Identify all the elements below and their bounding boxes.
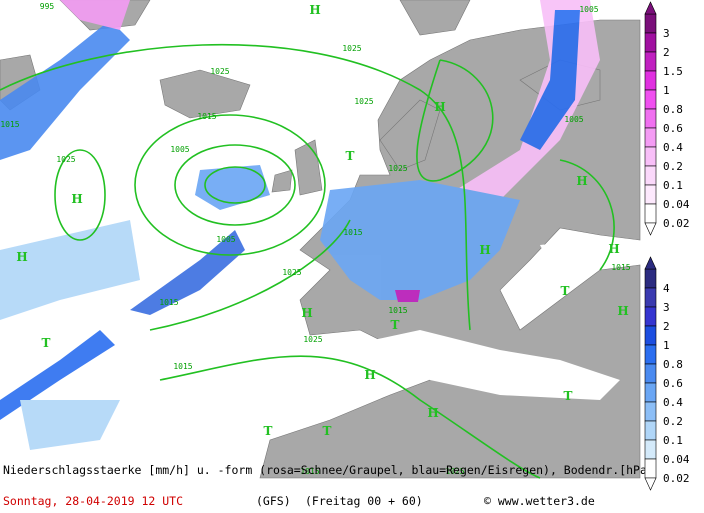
pressure-center: T [264,424,273,438]
legend-label: 0.04 [663,453,690,466]
isobar-label: 1005 [579,5,598,14]
legend-swatch [644,127,657,148]
legend-swatch [644,70,657,91]
caption-date: Sonntag, 28-04-2019 12 UTC [3,494,183,508]
isobar-label: 1015 [159,298,178,307]
pressure-center: H [434,100,445,114]
caption-source: © www.wetter3.de [484,494,595,508]
isobar-label: 1015 [197,112,216,121]
pressure-center: H [608,242,619,256]
caption-line: Niederschlagsstaerke [mm/h] u. -form (ro… [3,463,654,477]
legend-swatch [644,401,657,422]
legend-label: 0.8 [663,358,683,371]
legend-swatch [644,287,657,308]
isobar-label: 1005 [564,115,583,124]
pressure-center: T [561,284,570,298]
legend-label: 2 [663,46,670,59]
inland-seas [350,240,620,400]
isobar-lines [0,43,615,479]
pressure-center: H [479,243,490,257]
legend-swatch [644,13,657,34]
legend-swatch [644,146,657,167]
isobar-label: 1025 [445,467,464,476]
legend-swatch [644,363,657,384]
legend-label: 1.5 [663,65,683,78]
isobar-label: 1015 [388,306,407,315]
legend-label: 0.02 [663,217,690,230]
legend-swatch [644,51,657,72]
legend-swatch [644,184,657,205]
isobar-label: 1025 [388,164,407,173]
legend-label: 3 [663,301,670,314]
pressure-center: H [71,192,82,206]
legend-swatch [644,89,657,110]
isobar-label: 1015 [343,228,362,237]
legend-swatch [644,458,657,479]
legend-swatch [644,32,657,53]
caption-run: (Freitag 00 + 60) [305,494,423,508]
legend-swatch [644,203,657,224]
isobar-label: 1015 [300,467,319,476]
pressure-center: T [346,149,355,163]
pressure-center: T [42,336,51,350]
pressure-center: H [301,306,312,320]
isobar-label: 1015 [611,263,630,272]
legend-label: 0.04 [663,198,690,211]
isobar-label: 1025 [354,97,373,106]
legend-label: 4 [663,282,670,295]
pressure-center: H [427,406,438,420]
map-labels: H H H H H H H H H H H T T T T T T T 995 1025 1025 1025 1025 102… [0,2,630,476]
legend-swatch [644,325,657,346]
legend-swatch [644,108,657,129]
legend-label: 1 [663,84,670,97]
legend-swatch [644,420,657,441]
isobar-label: 1015 [173,362,192,371]
pressure-center: H [576,174,587,188]
legend-label: 0.4 [663,396,683,409]
legend-label: 0.1 [663,434,683,447]
legend-label: 2 [663,320,670,333]
legend-arrow [644,477,657,491]
legend-label: 0.2 [663,160,683,173]
legend-label: 0.6 [663,377,683,390]
pressure-center: H [364,368,375,382]
legend-swatch [644,382,657,403]
pressure-center: H [16,250,27,264]
legend-swatch [644,268,657,289]
legend-label: 0.02 [663,472,690,485]
legend-arrow [644,256,657,270]
legend-label: 0.1 [663,179,683,192]
legend-label: 0.4 [663,141,683,154]
isobar-label: 1025 [56,155,75,164]
isobar-label: 995 [40,2,55,11]
legend-swatch [644,306,657,327]
isobar-label: 1025 [282,268,301,277]
legend-arrow [644,1,657,15]
isobar-label: 1005 [170,145,189,154]
isobar-label: 1005 [216,235,235,244]
isobar-label: 1025 [303,335,322,344]
isobar-label: 1025 [342,44,361,53]
legend-label: 0.2 [663,415,683,428]
pressure-center: H [617,304,628,318]
legend-arrow [644,222,657,236]
isobar-label: 1025 [210,67,229,76]
legend-label: 1 [663,339,670,352]
pressure-center: H [309,3,320,17]
legend-swatch [644,165,657,186]
pressure-center: T [391,318,400,332]
pressure-center: T [564,389,573,403]
legend-swatch [644,344,657,365]
pressure-center: T [323,424,332,438]
legend-label: 3 [663,27,670,40]
legend-label: 0.6 [663,122,683,135]
legend-swatch [644,439,657,460]
caption-model: (GFS) [256,494,291,508]
isobar-label: 1015 [0,120,19,129]
legend-label: 0.8 [663,103,683,116]
precipitation [0,0,600,450]
